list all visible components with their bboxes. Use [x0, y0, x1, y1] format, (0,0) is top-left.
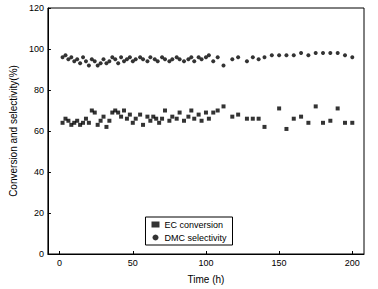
- svg-text:150: 150: [272, 258, 287, 268]
- svg-text:100: 100: [198, 258, 213, 268]
- svg-text:40: 40: [34, 167, 44, 177]
- svg-text:60: 60: [34, 126, 44, 136]
- svg-text:0: 0: [57, 258, 62, 268]
- svg-text:120: 120: [29, 3, 44, 13]
- svg-text:200: 200: [345, 258, 360, 268]
- svg-text:80: 80: [34, 85, 44, 95]
- svg-text:Time (h): Time (h): [188, 274, 225, 285]
- svg-text:50: 50: [128, 258, 138, 268]
- svg-text:Conversion and selectivity(%): Conversion and selectivity(%): [8, 65, 19, 197]
- svg-text:100: 100: [29, 44, 44, 54]
- svg-text:EC conversion: EC conversion: [164, 220, 223, 230]
- svg-text:0: 0: [39, 249, 44, 259]
- svg-text:20: 20: [34, 208, 44, 218]
- svg-text:DMC selectivity: DMC selectivity: [164, 233, 227, 243]
